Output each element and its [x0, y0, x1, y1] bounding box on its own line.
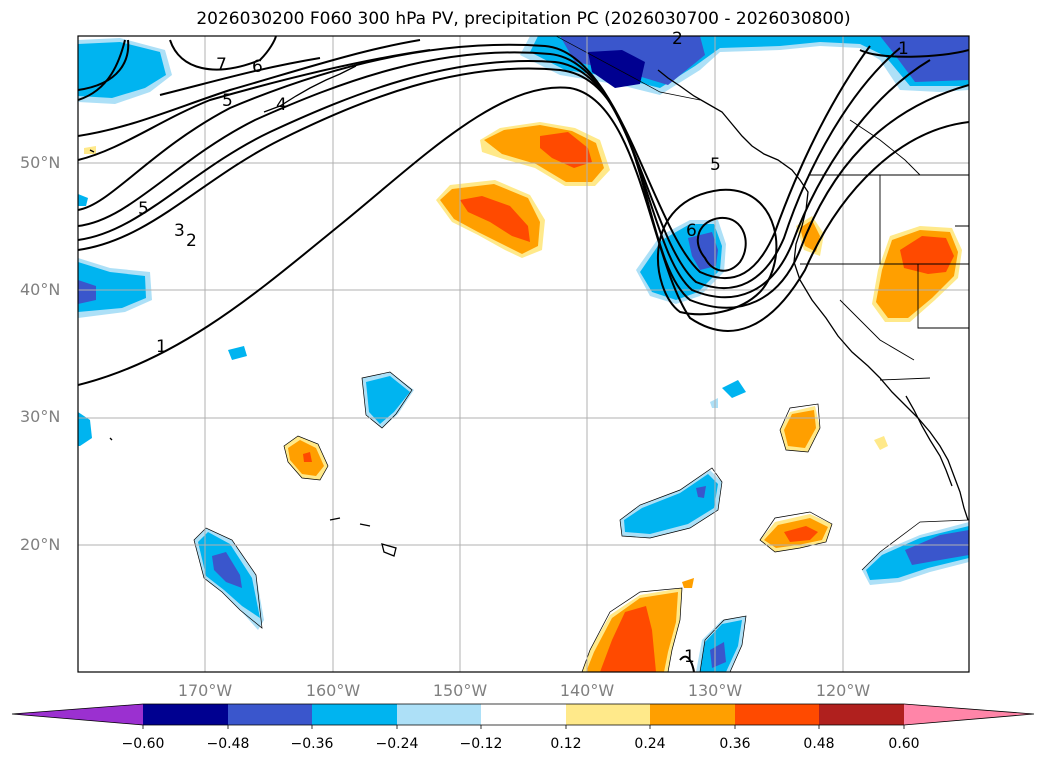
colorbar-segment: [228, 704, 312, 725]
pv-contours: [78, 36, 969, 672]
colorbar-tick-label: 0.60: [888, 736, 920, 752]
lon-label: 170°W: [177, 681, 233, 700]
grid-lines: [78, 36, 969, 672]
contour-label: 1: [684, 647, 695, 667]
lon-label: 160°W: [305, 681, 361, 700]
colorbar-segment: [650, 704, 735, 725]
contour-label: 6: [686, 221, 697, 241]
colorbar-tick-label: 0.36: [719, 736, 751, 752]
lon-label: 150°W: [432, 681, 488, 700]
colorbar-tick-label: 0.48: [803, 736, 835, 752]
colorbar-extend-high: [904, 704, 1034, 725]
contour-label-group: 7 6 5 4 5 3 2 1 5 6 1 2 1: [138, 29, 909, 667]
colorbar-segment: [312, 704, 397, 725]
contour-label: 2: [186, 231, 197, 251]
colorbar-tick-label: −0.36: [290, 736, 334, 752]
colorbar-segment: [735, 704, 819, 725]
colorbar-tick-label: 0.12: [550, 736, 582, 752]
lat-label: 40°N: [20, 280, 61, 299]
contour-label: 5: [710, 155, 721, 175]
precip-outline: [193, 36, 969, 672]
contour-label: 3: [174, 221, 185, 241]
plot-frame: [77, 35, 970, 673]
precip-shading: [78, 36, 969, 672]
coastlines: [89, 65, 969, 557]
colorbar-tick-label: 0.24: [634, 736, 666, 752]
lat-label: 30°N: [20, 407, 61, 426]
contour-label: 2: [672, 29, 683, 49]
colorbar-segment: [819, 704, 904, 725]
colorbar-extend-low: [12, 704, 143, 725]
lon-label: 130°W: [687, 681, 743, 700]
contour-label: 1: [898, 39, 909, 59]
borders: [800, 119, 969, 381]
contour-label: 6: [252, 57, 263, 77]
colorbar-tick-label: −0.12: [459, 736, 503, 752]
contour-label: 4: [276, 95, 287, 115]
contour-label: 7: [216, 55, 227, 75]
colorbar-tick-label: −0.48: [206, 736, 250, 752]
colorbar-tick-label: −0.24: [375, 736, 419, 752]
lon-label: 140°W: [559, 681, 615, 700]
colorbar-segment: [566, 704, 650, 725]
lat-label: 50°N: [20, 153, 61, 172]
lon-label: 120°W: [815, 681, 871, 700]
contour-label: 1: [156, 337, 167, 357]
colorbar: [11, 703, 1035, 729]
lat-label: 20°N: [20, 535, 61, 554]
colorbar-tick-label: −0.60: [121, 736, 165, 752]
contour-label: 5: [138, 199, 149, 219]
colorbar-segment: [397, 704, 481, 725]
colorbar-segment: [481, 704, 566, 725]
contour-label: 5: [222, 91, 233, 111]
colorbar-segment: [143, 704, 228, 725]
chart-title: 2026030200 F060 300 hPa PV, precipitatio…: [196, 9, 851, 29]
